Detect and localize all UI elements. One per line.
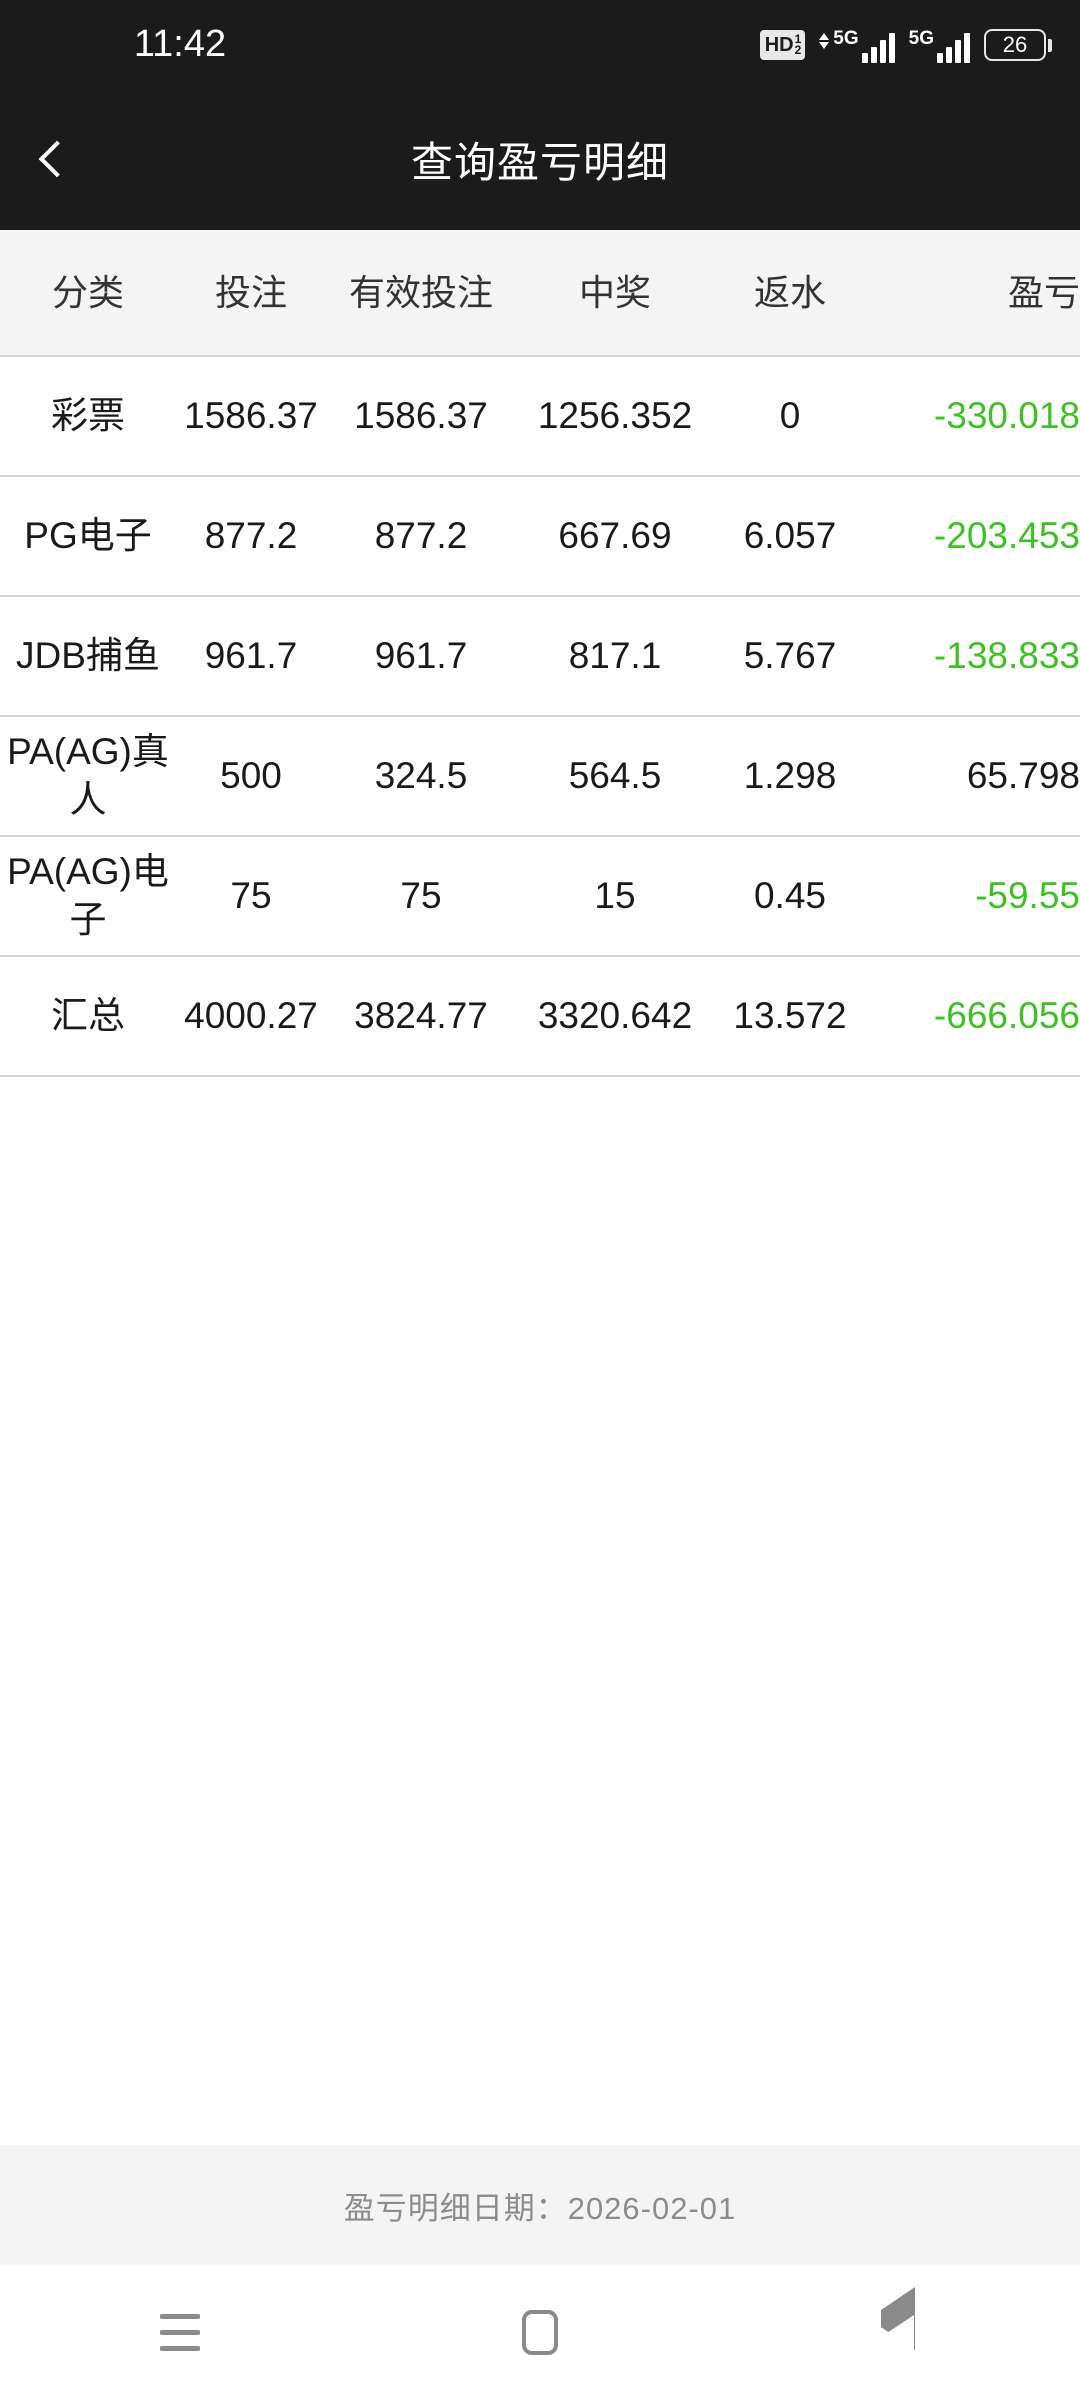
home-icon xyxy=(522,2310,558,2355)
cell-profit: -59.55 xyxy=(975,875,1080,916)
status-time: 11:42 xyxy=(133,23,227,65)
cell-win: 1256.352 xyxy=(537,395,693,436)
cell-win: 564.5 xyxy=(568,755,662,796)
column-header-profit: 盈亏 xyxy=(1007,271,1080,313)
table-row-total[interactable]: 汇总 4000.27 3824.77 3320.642 13.572 -666.… xyxy=(0,955,1080,1075)
footer-date-note: 盈亏明细日期：2026-02-01 xyxy=(0,2145,1080,2265)
column-header-valid-bet: 有效投注 xyxy=(348,271,493,313)
table-bottom-divider xyxy=(0,1075,1080,1077)
app-title-bar: 查询盈亏明细 xyxy=(0,88,1080,230)
table-row[interactable]: PG电子 877.2 877.2 667.69 6.057 -203.453 xyxy=(0,475,1080,595)
cell-valid-bet: 1586.37 xyxy=(354,395,488,436)
cell-category: JDB捕鱼 xyxy=(16,635,160,676)
column-header-rebate: 返水 xyxy=(753,271,826,313)
signal-icon-sim1: 5G xyxy=(819,27,895,63)
hd-sub: 2 xyxy=(794,43,802,57)
hd-sim-indicator: 1 2 xyxy=(794,32,802,57)
cell-profit: -203.453 xyxy=(933,515,1080,556)
cell-win: 817.1 xyxy=(568,635,662,676)
network-type-label-1: 5G xyxy=(833,28,859,49)
table-row[interactable]: JDB捕鱼 961.7 961.7 817.1 5.767 -138.833 xyxy=(0,595,1080,715)
battery-cap xyxy=(1048,38,1052,52)
signal-bars-icon-1 xyxy=(861,33,895,63)
cell-category: 彩票 xyxy=(51,395,125,436)
cell-valid-bet: 877.2 xyxy=(374,515,468,556)
cell-rebate: 13.572 xyxy=(733,995,847,1036)
android-nav-bar xyxy=(0,2265,1080,2400)
hd-label: HD xyxy=(764,34,794,56)
status-icon-group: HD 1 2 5G 5G 26 xyxy=(759,24,1052,66)
cell-rebate: 0.45 xyxy=(753,875,826,916)
cell-profit: -138.833 xyxy=(933,635,1080,676)
table-header-row: 分类 投注 有效投注 中奖 返水 盈亏 xyxy=(0,230,1080,355)
profit-loss-table: 分类 投注 有效投注 中奖 返水 盈亏 彩票 1586.37 1586.37 1… xyxy=(0,230,1080,1077)
column-header-bet: 投注 xyxy=(214,271,287,313)
status-bar: 11:42 HD 1 2 5G 5G xyxy=(0,0,1080,88)
table-row[interactable]: PA(AG)电子 75 75 15 0.45 -59.55 xyxy=(0,835,1080,955)
arrow-up-icon xyxy=(819,33,830,40)
hd-voice-icon: HD 1 2 xyxy=(759,30,806,60)
cell-rebate: 1.298 xyxy=(743,755,837,796)
cell-category: PG电子 xyxy=(24,515,152,556)
table-row[interactable]: 彩票 1586.37 1586.37 1256.352 0 -330.018 xyxy=(0,355,1080,475)
nav-back-button[interactable] xyxy=(720,2265,1080,2400)
cell-category: 汇总 xyxy=(51,995,125,1036)
cell-bet: 961.7 xyxy=(204,635,298,676)
cell-profit: 65.798 xyxy=(966,755,1080,796)
cell-rebate: 0 xyxy=(779,395,801,436)
cell-profit: -330.018 xyxy=(933,395,1080,436)
cell-valid-bet: 961.7 xyxy=(374,635,468,676)
signal-icon-sim2: 5G xyxy=(909,27,970,63)
table-row[interactable]: PA(AG)真人 500 324.5 564.5 1.298 65.798 xyxy=(0,715,1080,835)
cell-category: PA(AG)电子 xyxy=(7,851,169,940)
cell-valid-bet: 3824.77 xyxy=(354,995,488,1036)
hd-sup: 1 xyxy=(794,32,802,46)
cell-bet: 877.2 xyxy=(204,515,298,556)
cell-category: PA(AG)真人 xyxy=(7,731,169,820)
cell-valid-bet: 75 xyxy=(400,875,442,916)
cell-rebate: 6.057 xyxy=(743,515,837,556)
back-triangle-icon xyxy=(881,2286,919,2356)
cell-win: 3320.642 xyxy=(537,995,693,1036)
recents-icon xyxy=(160,2314,200,2351)
network-type-label-2: 5G xyxy=(908,28,934,49)
signal-bars-icon-2 xyxy=(937,33,970,63)
column-header-win: 中奖 xyxy=(578,271,651,313)
battery-icon: 26 xyxy=(984,29,1052,61)
cell-bet: 1586.37 xyxy=(184,395,318,436)
battery-level: 26 xyxy=(984,29,1046,61)
cell-win: 15 xyxy=(594,875,636,916)
arrow-down-icon xyxy=(819,42,830,49)
nav-recents-button[interactable] xyxy=(0,2265,360,2400)
nav-home-button[interactable] xyxy=(360,2265,720,2400)
cell-bet: 500 xyxy=(220,755,282,796)
cell-valid-bet: 324.5 xyxy=(374,755,468,796)
cell-win: 667.69 xyxy=(558,515,672,556)
cell-rebate: 5.767 xyxy=(743,635,837,676)
cell-profit: -666.056 xyxy=(933,995,1080,1036)
cell-bet: 75 xyxy=(230,875,272,916)
column-header-category: 分类 xyxy=(51,271,124,313)
cell-bet: 4000.27 xyxy=(184,995,318,1036)
page-title: 查询盈亏明细 xyxy=(410,138,669,186)
data-transfer-arrows-icon xyxy=(819,33,830,49)
